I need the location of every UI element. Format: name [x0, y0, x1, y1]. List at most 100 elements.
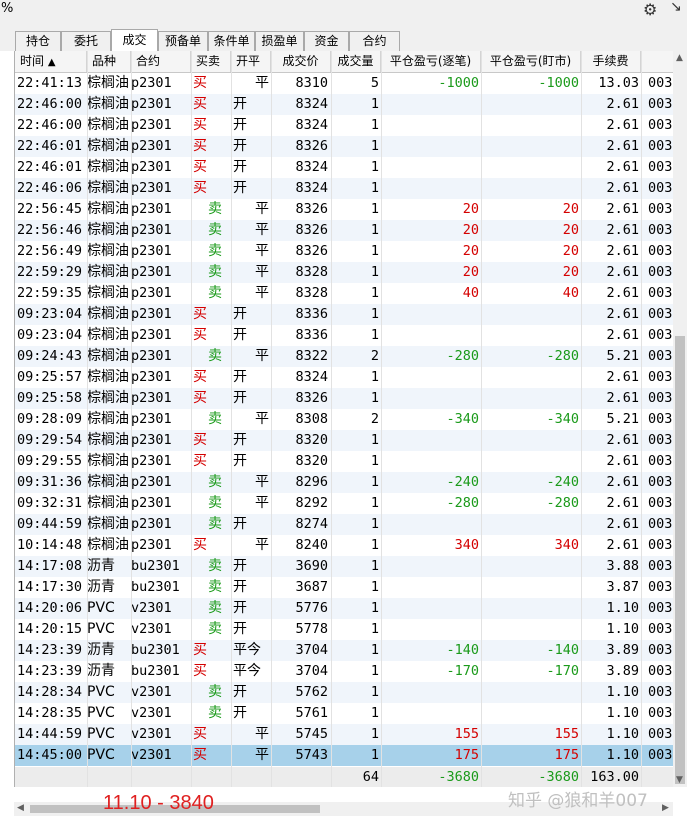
- table-row[interactable]: 22:56:49 棕榈油 p2301 卖 平 8326 1 20 20 2.61 003: [15, 241, 673, 262]
- tab-conditional-orders[interactable]: 条件单: [208, 31, 255, 51]
- trade-product: 棕榈油: [87, 285, 129, 301]
- trade-open-close: 开: [233, 369, 247, 385]
- table-row[interactable]: 09:24:43 棕榈油 p2301 卖 平 8322 2 -280 -280 5.21 003: [15, 346, 673, 367]
- col-fee[interactable]: 手续费: [581, 51, 641, 72]
- trade-time: 14:20:06: [17, 600, 83, 616]
- tab-funds[interactable]: 资金: [304, 31, 349, 51]
- trade-volume: 1: [370, 663, 379, 679]
- trade-product: 棕榈油: [87, 201, 129, 217]
- scroll-down-icon[interactable]: ▼: [676, 775, 683, 785]
- table-row[interactable]: 09:44:59 棕榈油 p2301 卖开 8274 1 2.61 003: [15, 514, 673, 535]
- gear-icon[interactable]: ⚙: [643, 0, 658, 19]
- vertical-scrollbar[interactable]: ▲ ▼: [673, 51, 687, 787]
- trade-account: 003: [648, 411, 673, 427]
- table-row[interactable]: 09:25:57 棕榈油 p2301 买 开 8324 1 2.61 003: [15, 367, 673, 388]
- table-row[interactable]: 22:56:45 棕榈油 p2301 卖 平 8326 1 20 20 2.61 003: [15, 199, 673, 220]
- trade-time: 09:31:36: [17, 474, 83, 490]
- trade-fee: 1.10: [606, 726, 639, 742]
- table-row[interactable]: 22:46:00 棕榈油 p2301 买 开 8324 1 2.61 003: [15, 94, 673, 115]
- trade-side: 卖: [208, 243, 222, 259]
- tab-prepared-orders[interactable]: 预备单: [158, 31, 208, 51]
- trade-fee: 1.10: [606, 747, 639, 763]
- trade-volume: 1: [370, 96, 379, 112]
- scroll-left-icon[interactable]: ◀: [17, 803, 24, 813]
- tab-stop-orders[interactable]: 损盈单: [255, 31, 304, 51]
- table-row[interactable]: 22:46:01 棕榈油 p2301 买 开 8324 1 2.61 003: [15, 157, 673, 178]
- handwritten-annotation: 11.10 - 3840: [103, 792, 214, 814]
- tab-orders[interactable]: 委托: [61, 31, 111, 51]
- scroll-up-icon[interactable]: ▲: [676, 53, 683, 63]
- trade-fee: 5.21: [606, 348, 639, 364]
- trade-pl-trade: [381, 703, 479, 724]
- trade-pl-mark: 40: [562, 285, 579, 301]
- trade-contract: v2301: [131, 684, 172, 700]
- trade-pl-mark: [481, 598, 579, 619]
- table-row[interactable]: 10:14:48 棕榈油 p2301 买 平 8240 1 340 340 2.61 003: [15, 535, 673, 556]
- table-row[interactable]: 22:46:01 棕榈油 p2301 买 开 8326 1 2.61 003: [15, 136, 673, 157]
- scroll-right-icon[interactable]: ▶: [662, 803, 669, 813]
- col-side[interactable]: 买卖: [191, 51, 231, 72]
- table-row[interactable]: 09:23:04 棕榈油 p2301 买 开 8336 1 2.61 003: [15, 304, 673, 325]
- trade-product: 棕榈油: [87, 432, 129, 448]
- trades-table: 时间 ▲ 品种 合约 买卖 开平 成交价 成交量 平仓盈亏(逐笔) 平仓盈亏(盯…: [14, 51, 673, 787]
- trade-product: 棕榈油: [87, 453, 129, 469]
- vertical-scroll-thumb[interactable]: [675, 336, 685, 784]
- tab-contracts[interactable]: 合约: [349, 31, 400, 51]
- col-time[interactable]: 时间 ▲: [15, 51, 87, 72]
- trade-product: 棕榈油: [87, 411, 129, 427]
- trade-contract: bu2301: [131, 558, 180, 574]
- tab-trades[interactable]: 成交: [111, 29, 158, 52]
- trade-product: PVC: [87, 747, 115, 763]
- table-row[interactable]: 09:28:09 棕榈油 p2301 卖 平 8308 2 -340 -340 5.21 003: [15, 409, 673, 430]
- col-open-close[interactable]: 开平: [231, 51, 271, 72]
- trade-open-close: 平: [255, 285, 269, 301]
- trade-price: 8324: [295, 117, 328, 133]
- trade-price: 5776: [295, 600, 328, 616]
- horizontal-scrollbar[interactable]: ◀ ▶: [14, 802, 673, 816]
- col-price[interactable]: 成交价: [271, 51, 331, 72]
- corner-arrow-icon[interactable]: ↘: [670, 0, 682, 15]
- trade-price: 8308: [295, 411, 328, 427]
- tab-positions[interactable]: 持仓: [15, 31, 61, 51]
- table-row[interactable]: 09:23:04 棕榈油 p2301 买 开 8336 1 2.61 003: [15, 325, 673, 346]
- table-row[interactable]: 22:59:29 棕榈油 p2301 卖 平 8328 1 20 20 2.61 003: [15, 262, 673, 283]
- trade-time: 22:46:06: [17, 180, 83, 196]
- trade-account: 0034: [648, 747, 673, 763]
- col-product[interactable]: 品种: [87, 51, 131, 72]
- table-row[interactable]: 09:31:36 棕榈油 p2301 卖 平 8296 1 -240 -240 2.61 003: [15, 472, 673, 493]
- table-row[interactable]: 09:29:54 棕榈油 p2301 买 开 8320 1 2.61 003: [15, 430, 673, 451]
- table-row[interactable]: 09:25:58 棕榈油 p2301 买 开 8326 1 2.61 003: [15, 388, 673, 409]
- table-row[interactable]: 22:59:35 棕榈油 p2301 卖 平 8328 1 40 40 2.61 003: [15, 283, 673, 304]
- table-row[interactable]: 22:56:46 棕榈油 p2301 卖 平 8326 1 20 20 2.61 003: [15, 220, 673, 241]
- trade-time: 09:23:04: [17, 306, 83, 322]
- col-volume[interactable]: 成交量: [331, 51, 381, 72]
- col-pl-trade[interactable]: 平仓盈亏(逐笔): [381, 51, 481, 72]
- col-account[interactable]: [641, 51, 673, 72]
- trade-account: 003: [648, 180, 673, 196]
- trade-pl-mark: 20: [562, 264, 579, 280]
- table-row[interactable]: 22:46:06 棕榈油 p2301 买 开 8324 1 2.61 003: [15, 178, 673, 199]
- table-row[interactable]: 09:32:31 棕榈油 p2301 卖 平 8292 1 -280 -280 2.61 003: [15, 493, 673, 514]
- horizontal-scroll-thumb[interactable]: [30, 805, 320, 813]
- trade-volume: 1: [370, 432, 379, 448]
- trade-account: 0034: [648, 621, 673, 637]
- trade-product: PVC: [87, 684, 115, 700]
- table-row[interactable]: 22:41:13 棕榈油 p2301 买 平 8310 5 -1000 -1000 13.03 00…: [15, 73, 673, 94]
- table-row[interactable]: 22:46:00 棕榈油 p2301 买 开 8324 1 2.61 003: [15, 115, 673, 136]
- grid-line: [191, 51, 192, 787]
- col-pl-mark[interactable]: 平仓盈亏(盯市): [481, 51, 581, 72]
- trade-price: 5761: [295, 705, 328, 721]
- trade-volume: 2: [370, 411, 379, 427]
- col-contract[interactable]: 合约: [131, 51, 191, 72]
- table-row[interactable]: 09:29:55 棕榈油 p2301 买 开 8320 1 2.61 003: [15, 451, 673, 472]
